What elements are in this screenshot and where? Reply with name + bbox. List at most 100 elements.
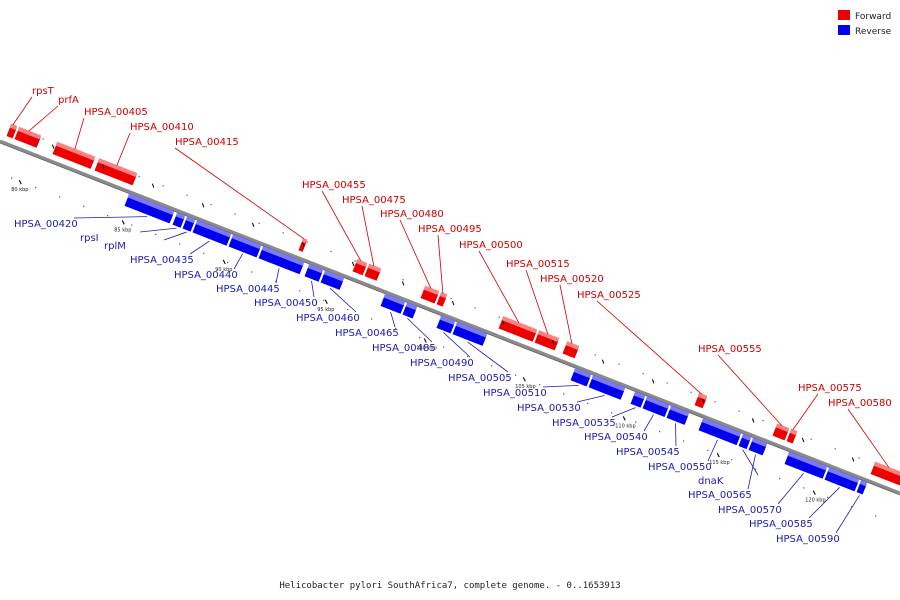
gene-leader <box>747 454 756 490</box>
gene-hpsa-00575[interactable] <box>786 428 798 444</box>
gene-hpsa-00545[interactable] <box>666 405 690 425</box>
reverse-gene-label: HPSA_00435 <box>130 255 194 266</box>
gene-leader <box>542 384 579 388</box>
minor-tick <box>651 379 655 384</box>
track-dot <box>810 438 812 440</box>
gene-rpst[interactable] <box>6 123 18 139</box>
gene-hpsa-00535[interactable] <box>630 391 646 408</box>
scale-tick-label: 100 kbp <box>416 346 436 352</box>
gene-hpsa-00445[interactable] <box>258 245 305 275</box>
track-dot <box>227 262 229 264</box>
gene-hpsa-00490[interactable] <box>436 315 456 334</box>
forward-gene-label: HPSA_00525 <box>577 290 641 301</box>
gene-hpsa-00565[interactable] <box>748 437 768 456</box>
gene-hpsa-00465[interactable] <box>380 293 406 314</box>
gene-hpsa-00550[interactable] <box>698 417 742 446</box>
scale-tick-label: 90 kbp <box>215 267 232 273</box>
gene-hpsa-00480[interactable] <box>420 285 440 304</box>
gene-hpsa-00420[interactable] <box>124 193 175 224</box>
gene-leader <box>275 268 280 284</box>
gene-leader <box>407 318 433 343</box>
track-dot <box>594 354 596 356</box>
track-dot <box>755 468 757 470</box>
gene-hpsa-00440[interactable] <box>228 234 262 258</box>
track-dot <box>683 440 685 442</box>
gene-dnak[interactable] <box>738 433 752 450</box>
gene-hpsa-00460[interactable] <box>320 270 345 290</box>
gene-hpsa-00450[interactable] <box>304 263 324 282</box>
minor-tick <box>801 437 805 443</box>
gene-hpsa-00500[interactable] <box>498 316 538 342</box>
gene-hpsa-00555[interactable] <box>772 423 790 441</box>
gene-leader <box>390 311 396 328</box>
gene-prfa[interactable] <box>14 126 42 148</box>
gene-hpsa-00515[interactable] <box>534 330 560 351</box>
gene-leader <box>74 117 85 150</box>
reverse-gene-label: rpsI <box>80 233 99 244</box>
track-dot <box>467 355 469 358</box>
gene-leader <box>28 105 59 132</box>
gene-leader <box>174 147 305 239</box>
gene-leader <box>437 234 444 294</box>
reverse-gene-label: rplM <box>104 241 126 252</box>
gene-hpsa-00590[interactable] <box>856 479 868 495</box>
reverse-gene-label: HPSA_00440 <box>174 270 238 281</box>
reverse-gene-label: HPSA_00530 <box>517 403 581 414</box>
gene-rpsi[interactable] <box>172 212 186 228</box>
track-dot <box>347 308 349 311</box>
minor-tick <box>851 457 855 462</box>
gene-hpsa-00525[interactable] <box>694 392 708 409</box>
minor-tick <box>451 300 455 306</box>
minor-tick <box>351 261 355 267</box>
gene-leader <box>399 219 432 289</box>
forward-gene-label: HPSA_00495 <box>418 224 482 235</box>
gene-leader <box>12 96 33 126</box>
scale-tick-mark <box>121 220 125 225</box>
track-dot <box>731 459 733 461</box>
reverse-gene-label: HPSA_00585 <box>749 519 813 530</box>
minor-tick <box>251 222 255 228</box>
legend-label-forward: Forward <box>855 12 891 22</box>
track-dot <box>515 374 517 376</box>
minor-tick <box>501 320 505 325</box>
gene-hpsa-00455[interactable] <box>352 258 368 276</box>
track-dot <box>162 185 164 187</box>
reverse-gene-label: HPSA_00450 <box>254 298 318 309</box>
gene-hpsa-00475[interactable] <box>364 263 382 281</box>
gene-hpsa-00510[interactable] <box>570 367 592 387</box>
track-dot <box>42 138 44 140</box>
gene-hpsa-00530[interactable] <box>588 374 626 400</box>
gene-hpsa-00520[interactable] <box>562 341 580 359</box>
track-dot <box>354 260 356 262</box>
forward-gene-label: HPSA_00515 <box>506 259 570 270</box>
gene-leader <box>611 407 636 418</box>
gene-hpsa-00485[interactable] <box>402 302 418 319</box>
forward-gene-label: HPSA_00405 <box>84 107 148 118</box>
gene-leader <box>321 190 362 262</box>
gene-hpsa-00580[interactable] <box>870 461 900 486</box>
gene-rplm[interactable] <box>182 216 196 232</box>
reverse-gene-label: HPSA_00465 <box>335 328 399 339</box>
track-dot <box>402 279 404 281</box>
gene-hpsa-00495[interactable] <box>436 291 448 307</box>
track-dot <box>395 327 397 329</box>
track-dot <box>107 215 109 217</box>
gene-hpsa-00505[interactable] <box>452 321 488 346</box>
gene-leader <box>139 227 177 233</box>
track-dot <box>587 402 589 405</box>
reverse-gene-label: HPSA_00540 <box>584 432 648 443</box>
track-dot <box>234 213 236 215</box>
scale-tick-mark <box>423 338 427 343</box>
track-dot <box>371 318 373 320</box>
gene-hpsa-00410[interactable] <box>94 158 138 186</box>
gene-hpsa-00585[interactable] <box>824 467 860 492</box>
gene-hpsa-00435[interactable] <box>192 220 232 246</box>
reverse-gene-label: HPSA_00510 <box>483 388 547 399</box>
gene-hpsa-00415[interactable] <box>298 237 308 252</box>
track-dot <box>858 457 860 459</box>
forward-gene-label: HPSA_00520 <box>540 274 604 285</box>
gene-hpsa-00570[interactable] <box>784 451 828 479</box>
gene-hpsa-00540[interactable] <box>642 396 670 418</box>
gene-hpsa-00405[interactable] <box>52 141 96 169</box>
minor-tick <box>701 398 705 404</box>
